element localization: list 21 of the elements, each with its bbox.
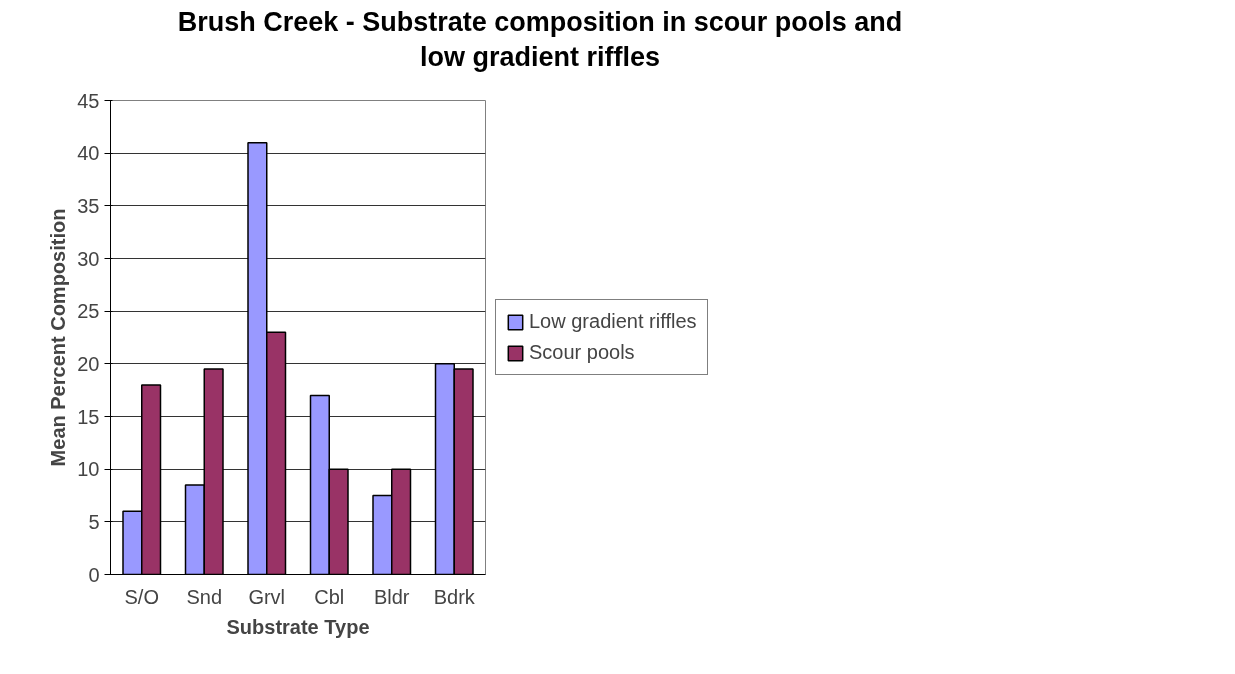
y-tick-label: 20 xyxy=(77,353,100,376)
x-tick-label: Snd xyxy=(186,585,223,608)
y-tick-label: 45 xyxy=(77,89,100,112)
y-tick-label: 25 xyxy=(77,300,100,323)
legend-label: Scour pools xyxy=(529,341,635,365)
y-tick-label: 40 xyxy=(77,142,100,165)
x-axis-title: Substrate Type xyxy=(226,615,370,638)
x-tick-label: Grvl xyxy=(248,585,286,608)
x-tick-label: S/O xyxy=(124,585,159,608)
x-tick-label: Bdrk xyxy=(433,585,476,608)
y-axis-title: Mean Percent Composition xyxy=(47,208,70,467)
y-tick-label: 0 xyxy=(88,563,100,586)
legend-label: Low gradient riffles xyxy=(529,310,697,334)
x-tick-label: Bldr xyxy=(373,585,410,608)
x-tick-label: Cbl xyxy=(314,585,345,608)
y-tick-label: 10 xyxy=(77,458,100,481)
y-tick-label: 30 xyxy=(77,247,100,270)
y-tick-label: 35 xyxy=(77,195,100,218)
text: Brush Creek - Substrate composition in scour pools and low gradient riffles xyxy=(177,6,903,75)
y-tick-label: 5 xyxy=(88,511,100,534)
y-tick-label: 15 xyxy=(77,405,100,428)
